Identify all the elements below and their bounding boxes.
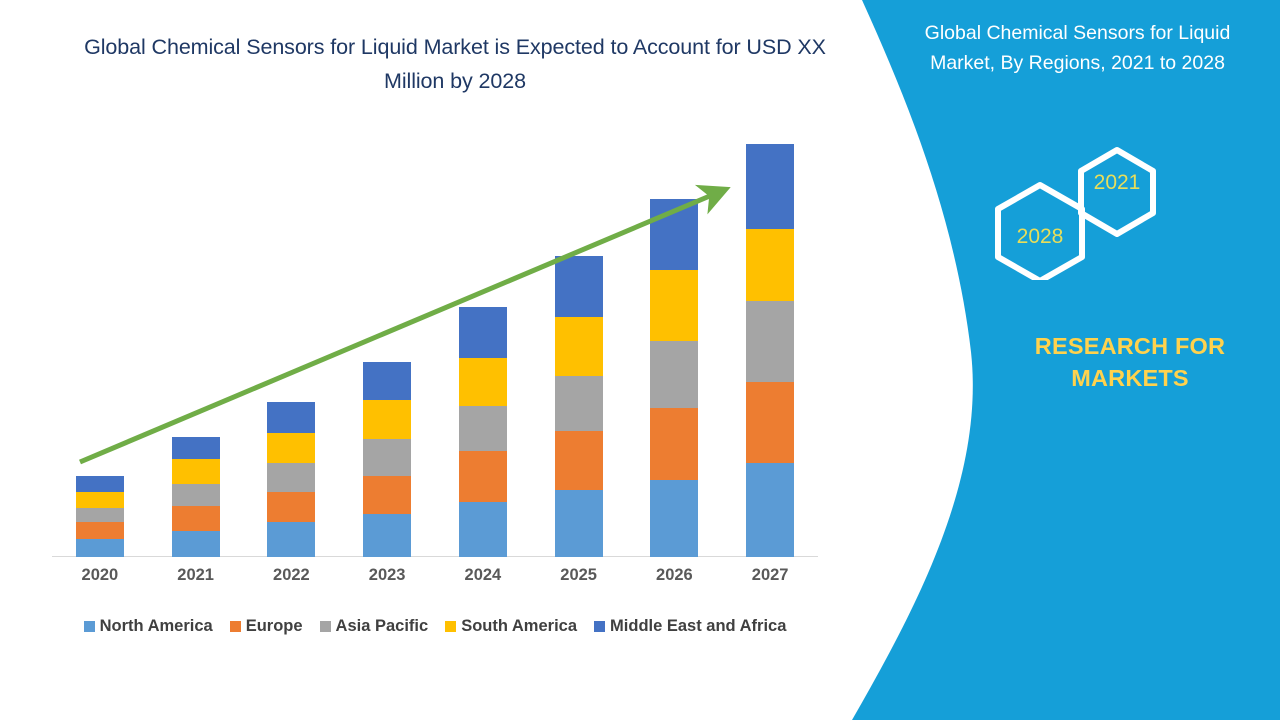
x-axis-tick-2023: 2023 [368,566,406,584]
bar-segment [267,522,316,557]
bar-segment [746,463,795,557]
hexagon-badge-group: 2021 2028 [985,145,1185,280]
bar-segment [171,483,220,507]
stacked-bar [363,361,412,557]
bar-group-2024 [435,150,531,557]
x-axis-tick-2024: 2024 [464,566,502,584]
bar-segment [554,375,603,431]
bar-segment [267,491,316,523]
bar-segment [650,198,699,271]
bar-group-2026 [627,150,723,557]
legend-label: Europe [245,617,303,635]
bar-segment [267,402,316,433]
bar-segment [650,341,699,409]
stacked-bar [171,436,220,557]
chart-legend: North America Europe Asia Pacific South Ame… [52,617,818,636]
bar-segment [75,522,124,539]
legend-label: Asia Pacific [335,617,429,635]
bar-segment [458,357,507,407]
stacked-bar [267,402,316,557]
legend-item[interactable]: Middle East and Africa [594,617,786,636]
hexagon-badge-2021-label: 2021 [1093,171,1141,194]
bar-segment [75,491,124,509]
bar-group-2027 [722,143,818,557]
bar-segment [75,475,124,492]
legend-label: North America [99,617,213,635]
stacked-bar [746,143,795,557]
bar-segment [458,406,507,452]
bar-segment [746,229,795,301]
chart-baseline [52,556,818,557]
bar-segment [363,514,412,557]
bar-group-2020 [52,150,148,557]
bar-segment [554,316,603,376]
legend-swatch-icon [594,621,606,632]
x-axis-tick-2022: 2022 [273,566,310,584]
bar-segment [75,508,124,523]
bar-segment [650,270,699,342]
legend-item[interactable]: Europe [229,617,303,636]
legend-item[interactable]: Asia Pacific [319,617,429,636]
bar-segment [650,479,699,557]
bar-segment [75,538,124,557]
bar-segment [458,502,507,557]
bar-segment [746,300,795,382]
x-axis-tick-2020: 2020 [81,566,119,584]
bar-segment [171,506,220,531]
legend-swatch-icon [445,621,457,632]
bar-segment [554,430,603,490]
x-axis-tick-2025: 2025 [560,566,597,584]
bar-group-2025 [531,150,627,557]
stacked-bar [650,198,699,557]
panel-title: Global Chemical Sensors for Liquid Marke… [924,22,1231,74]
bar-segment [746,143,795,230]
bar-segment [458,306,507,358]
bar-segment [650,408,699,480]
x-axis-tick-2026: 2026 [656,566,693,584]
bar-segment [554,255,603,317]
bar-segment [458,451,507,503]
brand-name: RESEARCH FOR MARKETS [1034,333,1226,391]
bar-group-2022 [244,150,340,557]
stacked-bar [458,306,507,557]
stacked-bar [75,475,124,557]
bar-segment [267,463,316,492]
legend-item[interactable]: North America [83,617,213,636]
legend-swatch-icon [319,621,331,632]
bar-segment [363,361,412,401]
hexagon-badge-2028-label: 2028 [1016,225,1064,248]
stacked-bar [554,255,603,557]
stacked-bar-chart [52,143,818,557]
bar-segment [363,400,412,439]
bar-segment [171,459,220,484]
bar-group-2021 [148,150,244,557]
bar-segment [363,475,412,515]
legend-item[interactable]: South America [445,617,577,636]
bar-segment [267,432,316,464]
bar-segment [746,382,795,464]
bar-segment [171,436,220,460]
hexagon-outlines [995,147,1156,280]
bar-group-2023 [339,150,435,557]
x-axis-tick-2027: 2027 [751,566,789,584]
page-title: Global Chemical Sensors for Liquid Marke… [84,35,826,93]
x-axis-tick-2021: 2021 [177,566,214,584]
x-axis-labels: 2020 2021 2022 2023 2024 2025 2026 2027 [52,566,818,585]
legend-label: South America [461,617,578,635]
legend-label: Middle East and Africa [610,617,787,635]
bar-segment [363,438,412,476]
legend-swatch-icon [229,621,241,632]
bar-segment [554,489,603,557]
legend-swatch-icon [83,621,95,632]
bar-segment [171,530,220,557]
